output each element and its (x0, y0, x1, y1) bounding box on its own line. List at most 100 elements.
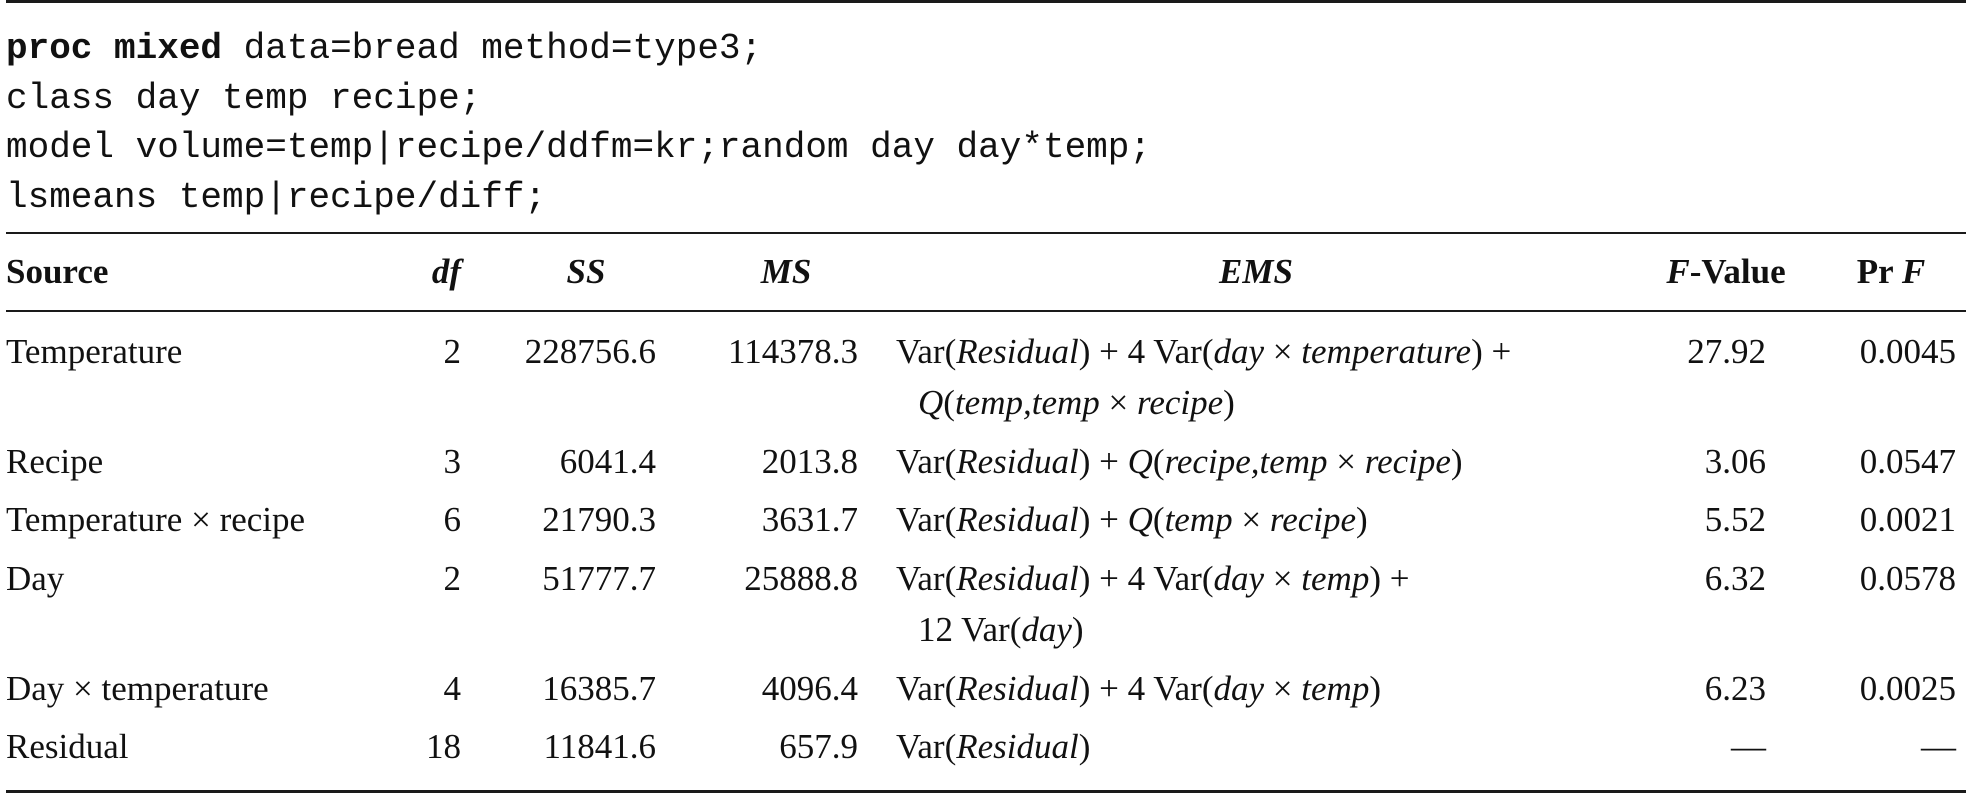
ems-cell-line-1: Var(Residual) + 4 Var(day × temperature)… (896, 327, 1511, 377)
ems-term: ) (1223, 383, 1235, 422)
cell-pr-f: 0.0547 (1859, 442, 1956, 481)
ems-cell-line-1: Var(Residual) + Q(recipe,temp × recipe) (896, 437, 1463, 487)
ems-term: ) + (1078, 442, 1128, 481)
ems-term: ) (1078, 727, 1091, 766)
ems-term: × (1264, 669, 1302, 708)
ems-term: Var( (896, 669, 957, 708)
ems-term: recipe (1269, 500, 1357, 539)
ems-term: × (1264, 559, 1302, 598)
cell-ss: 51777.7 (542, 559, 656, 598)
cell-df: 2 (443, 559, 462, 598)
header-ms: MS (760, 252, 812, 291)
ems-cell-line-1: Var(Residual) + 4 Var(day × temp) + (896, 554, 1410, 604)
ems-term: ) (1450, 442, 1463, 481)
ems-term: Residual (956, 442, 1079, 481)
cell-df: 6 (443, 500, 462, 539)
code-line-1-rest: data=bread method=type3; (222, 28, 763, 69)
ems-cell-line-1: Var(Residual) + Q(temp × recipe) (896, 495, 1368, 545)
ems-term: temp,temp (954, 383, 1100, 422)
ems-term: Var( (896, 559, 957, 598)
ems-term: ) (1369, 669, 1381, 708)
ems-term: 12 Var( (918, 610, 1022, 649)
cell-pr-f: 0.0045 (1859, 332, 1956, 371)
cell-source: Temperature × recipe (6, 500, 306, 539)
code-line-1: proc mixed data=bread method=type3; (6, 24, 1151, 74)
cell-df: 4 (443, 669, 462, 708)
ems-term: Var( (896, 500, 957, 539)
cell-ss: 21790.3 (542, 500, 656, 539)
header-ss: SS (566, 252, 606, 291)
cell-ms: 2013.8 (761, 442, 858, 481)
ems-cell-line-2: 12 Var(day) (918, 605, 1084, 655)
ems-cell-line-1: Var(Residual) + 4 Var(day × temp) (896, 664, 1381, 714)
ems-term: ) + 4 Var( (1078, 559, 1214, 598)
ems-term: day (1213, 669, 1265, 708)
cell-source: Residual (6, 727, 129, 766)
code-line-3: model volume=temp|recipe/ddfm=kr;random … (6, 127, 1151, 168)
header-df: df (431, 252, 461, 291)
cell-ms: 114378.3 (728, 332, 858, 371)
ems-term: Residual (956, 559, 1079, 598)
cell-source: Day (6, 559, 65, 598)
cell-source: Recipe (6, 442, 104, 481)
ems-term: ( (1152, 500, 1165, 539)
header-top-rule (6, 232, 1966, 234)
ems-term: ) + 4 Var( (1078, 332, 1214, 371)
cell-df: 2 (443, 332, 462, 371)
ems-term: Var( (896, 442, 957, 481)
code-line-2: class day temp recipe; (6, 77, 482, 119)
cell-ss: 6041.4 (559, 442, 656, 481)
code-line-4: lsmeans temp|recipe/diff; (6, 176, 547, 218)
code-keyword: proc mixed (6, 28, 223, 69)
cell-ms: 657.9 (779, 727, 858, 766)
cell-ms: 3631.7 (761, 500, 858, 539)
header-bottom-rule (6, 310, 1966, 312)
ems-term: recipe (1364, 442, 1451, 481)
ems-term: Q (918, 383, 944, 422)
cell-pr-f: 0.0578 (1859, 559, 1956, 598)
ems-term: Var( (896, 727, 957, 766)
ems-term: ) + (1471, 332, 1512, 371)
ems-term: Residual (956, 500, 1079, 539)
ems-term: day (1213, 559, 1265, 598)
cell-pr-f: 0.0025 (1859, 669, 1956, 708)
ems-term: × (1099, 383, 1138, 422)
cell-f-value: — (1731, 727, 1766, 766)
cell-ss: 16385.7 (542, 669, 656, 708)
ems-term: Q (1127, 442, 1153, 481)
cell-f-value: 6.32 (1704, 559, 1766, 598)
ems-term: recipe (1137, 383, 1224, 422)
ems-term: day (1021, 610, 1072, 649)
ems-term: day (1213, 332, 1265, 371)
ems-term: × (1232, 500, 1270, 539)
ems-term: ) + 4 Var( (1078, 669, 1214, 708)
cell-ms: 25888.8 (744, 559, 858, 598)
ems-cell-line-2: Q(temp,temp × recipe) (918, 378, 1235, 428)
ems-term: recipe,temp (1164, 442, 1328, 481)
ems-term: × (1327, 442, 1365, 481)
ems-term: ( (1152, 442, 1165, 481)
ems-term: Var( (896, 332, 957, 371)
ems-term: Residual (956, 727, 1079, 766)
ems-term: ) + (1078, 500, 1128, 539)
header-f-value: F-Value (1666, 252, 1786, 291)
ems-term: ) (1356, 500, 1368, 539)
paper-page: proc mixed data=bread method=type3; clas… (6, 0, 1966, 794)
cell-ms: 4096.4 (761, 669, 858, 708)
ems-term: temp (1301, 559, 1370, 598)
header-ems: EMS (1219, 252, 1293, 291)
ems-term: × (1264, 332, 1302, 371)
cell-f-value: 5.52 (1704, 500, 1766, 539)
cell-pr-f: 0.0021 (1859, 500, 1956, 539)
cell-source: Temperature (6, 332, 183, 371)
ems-cell-line-1: Var(Residual) (896, 722, 1090, 772)
table-top-rule (6, 0, 1966, 3)
cell-pr-f: — (1921, 727, 1956, 766)
cell-f-value: 6.23 (1704, 669, 1766, 708)
ems-term: ( (943, 383, 955, 422)
ems-term: ) + (1369, 559, 1410, 598)
ems-term: temp (1164, 500, 1233, 539)
ems-term: Residual (956, 332, 1079, 371)
ems-term: temp (1301, 669, 1370, 708)
ems-term: ) (1071, 610, 1084, 649)
